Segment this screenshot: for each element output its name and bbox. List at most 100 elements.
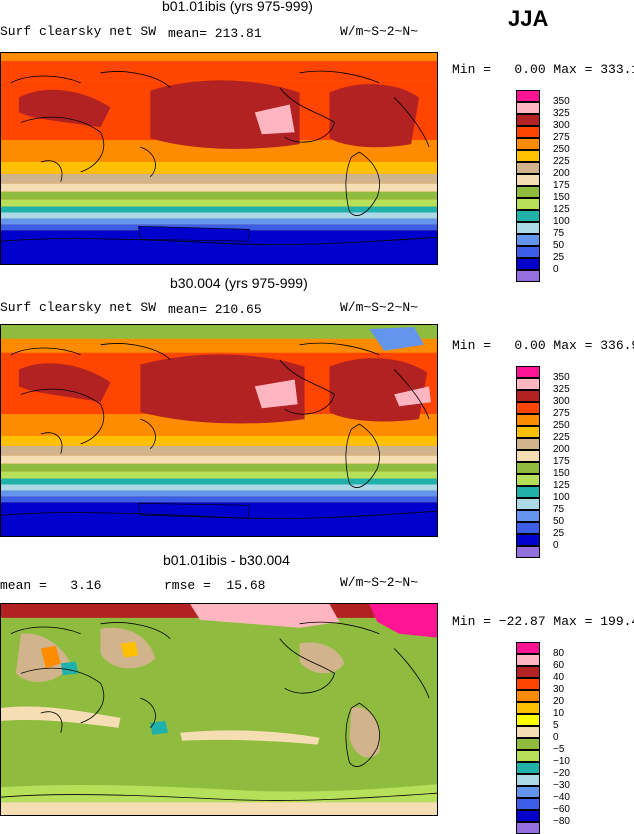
panel1-label-250: 250 — [553, 144, 570, 155]
panel3-swatch-5 — [516, 714, 540, 726]
panel3-swatch-m40 — [516, 786, 540, 798]
panel3-swatch-m30 — [516, 774, 540, 786]
panel2-label-150: 150 — [553, 468, 570, 479]
panel1-swatch-175 — [516, 174, 540, 186]
panel2-swatch-100 — [516, 486, 540, 498]
season-label: JJA — [508, 6, 549, 31]
panel3-map — [0, 603, 438, 816]
panel3-minmax: Min = −22.87 Max = 199.47 — [452, 614, 634, 629]
panel2-swatch-325 — [516, 378, 540, 390]
panel3-swatch-m5 — [516, 738, 540, 750]
panel1-label-225: 225 — [553, 156, 570, 167]
panel2-label-300: 300 — [553, 396, 570, 407]
panel2-map — [0, 324, 438, 537]
panel2-minmax: Min = 0.00 Max = 336.93 — [452, 338, 634, 353]
panel1-title: b01.01ibis (yrs 975-999) — [162, 0, 313, 14]
panel3-units: W/m~S~2~N~ — [340, 575, 419, 590]
panel3-label-30: 30 — [553, 684, 565, 695]
panel3-swatch-10 — [516, 702, 540, 714]
panel1-swatch-50 — [516, 234, 540, 246]
panel2-units: W/m~S~2~N~ — [340, 300, 419, 315]
panel3-label-0: 0 — [553, 732, 559, 743]
panel1-label-75: 75 — [553, 228, 565, 239]
panel3-swatch-m20 — [516, 762, 540, 774]
panel2-swatch-350 — [516, 366, 540, 378]
panel1-units: W/m~S~2~N~ — [340, 24, 419, 39]
panel1-label-175: 175 — [553, 180, 570, 191]
panel2-swatch-175 — [516, 450, 540, 462]
panel1-minmax: Min = 0.00 Max = 333.18 — [452, 62, 634, 77]
panel1-swatch-below — [516, 270, 540, 282]
panel1-swatch-275 — [516, 126, 540, 138]
panel3-label-10: 10 — [553, 708, 565, 719]
panel1-mean: mean= 213.81 — [168, 26, 262, 41]
panel2-variable: Surf clearsky net SW — [0, 300, 157, 315]
panel1-label-50: 50 — [553, 240, 565, 251]
panel2-swatch-150 — [516, 462, 540, 474]
panel1-swatch-100 — [516, 210, 540, 222]
panel3-label-5: 5 — [553, 720, 559, 731]
panel2-swatch-275 — [516, 402, 540, 414]
panel2-swatch-125 — [516, 474, 540, 486]
panel3-swatch-40 — [516, 666, 540, 678]
panel3-swatch-60 — [516, 654, 540, 666]
panel2-swatch-0 — [516, 534, 540, 546]
panel2-label-200: 200 — [553, 444, 570, 455]
panel3-label-m10: −10 — [553, 756, 570, 767]
panel3-swatch-m80 — [516, 810, 540, 822]
panel1-label-125: 125 — [553, 204, 570, 215]
panel1-label-25: 25 — [553, 252, 565, 263]
panel3-label-40: 40 — [553, 672, 565, 683]
panel3-swatch-20 — [516, 690, 540, 702]
panel1-map — [0, 52, 438, 265]
panel1-variable: Surf clearsky net SW — [0, 24, 157, 39]
panel1-label-100: 100 — [553, 216, 570, 227]
panel2-title: b30.004 (yrs 975-999) — [170, 275, 308, 291]
panel1-swatch-325 — [516, 102, 540, 114]
panel2-label-250: 250 — [553, 420, 570, 431]
panel3-label-20: 20 — [553, 696, 565, 707]
panel3-label-m40: −40 — [553, 792, 570, 803]
panel2-label-175: 175 — [553, 456, 570, 467]
panel1-label-325: 325 — [553, 108, 570, 119]
panel2-mean: mean= 210.65 — [168, 302, 262, 317]
panel1-swatch-0 — [516, 258, 540, 270]
panel2-label-350: 350 — [553, 372, 570, 383]
panel1-swatch-225 — [516, 150, 540, 162]
panel3-label-m5: −5 — [553, 744, 565, 755]
panel3-title: b01.01ibis - b30.004 — [163, 552, 290, 568]
panel1-swatch-350 — [516, 90, 540, 102]
panel1-label-200: 200 — [553, 168, 570, 179]
panel1-label-150: 150 — [553, 192, 570, 203]
panel2-label-275: 275 — [553, 408, 570, 419]
panel1-swatch-250 — [516, 138, 540, 150]
panel1-swatch-25 — [516, 246, 540, 258]
panel2-swatch-300 — [516, 390, 540, 402]
panel1-swatch-300 — [516, 114, 540, 126]
panel2-swatch-50 — [516, 510, 540, 522]
panel3-label-m80: −80 — [553, 816, 570, 827]
panel2-label-325: 325 — [553, 384, 570, 395]
panel2-label-125: 125 — [553, 480, 570, 491]
panel3-rmse: rmse = 15.68 — [164, 578, 266, 593]
panel3-swatch-30 — [516, 678, 540, 690]
panel1-swatch-125 — [516, 198, 540, 210]
panel3-label-80: 80 — [553, 648, 565, 659]
panel3-swatch-m60 — [516, 798, 540, 810]
panel1-label-0: 0 — [553, 264, 559, 275]
panel3-swatch-m10 — [516, 750, 540, 762]
panel2-label-100: 100 — [553, 492, 570, 503]
panel1-label-350: 350 — [553, 96, 570, 107]
panel2-label-75: 75 — [553, 504, 565, 515]
panel2-swatch-below — [516, 546, 540, 558]
panel2-swatch-250 — [516, 414, 540, 426]
panel3-label-m30: −30 — [553, 780, 570, 791]
panel2-label-0: 0 — [553, 540, 559, 551]
panel1-label-300: 300 — [553, 120, 570, 131]
panel2-swatch-200 — [516, 438, 540, 450]
panel1-swatch-75 — [516, 222, 540, 234]
panel3-swatch-below — [516, 822, 540, 834]
panel2-swatch-75 — [516, 498, 540, 510]
panel1-label-275: 275 — [553, 132, 570, 143]
panel2-swatch-225 — [516, 426, 540, 438]
